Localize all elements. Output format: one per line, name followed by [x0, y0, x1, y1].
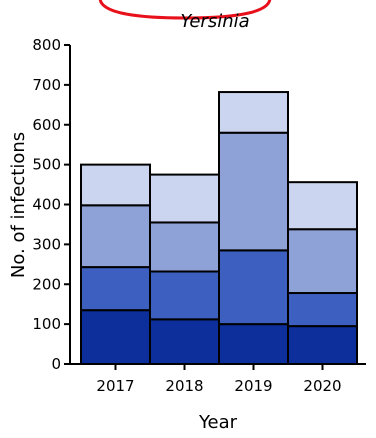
bar-segment-2018-2 [149, 270, 220, 321]
y-tick-label-200: 200 [32, 275, 61, 293]
bar-segment-2017-4 [80, 163, 151, 207]
chart-title: Yersinia [180, 11, 249, 32]
bar-segment-2020-1 [287, 325, 358, 365]
red-circle-annotation [98, 0, 272, 20]
y-axis-title: No. of infections [8, 132, 29, 278]
y-tick-label-800: 800 [32, 36, 61, 54]
x-tick-label-2020: 2020 [303, 377, 341, 395]
bar-segment-2017-2 [80, 266, 151, 312]
bar-segment-2019-3 [218, 131, 289, 252]
x-tick-label-2018: 2018 [165, 377, 203, 395]
bar-segment-2018-4 [149, 173, 220, 224]
y-tick-label-400: 400 [32, 196, 61, 214]
y-tick-label-300: 300 [32, 235, 61, 253]
y-tick-label-100: 100 [32, 315, 61, 333]
y-tick-label-0: 0 [51, 355, 61, 373]
x-tick-label-2017: 2017 [96, 377, 134, 395]
x-tick-label-2019: 2019 [234, 377, 272, 395]
bars-layer [80, 91, 358, 366]
ticks-layer: 0 100 200 300 400 500 600 700 800 2017 2018 2019 202… [32, 36, 341, 395]
bar-segment-2020-4 [287, 181, 358, 231]
bar-segment-2018-1 [149, 318, 220, 365]
bar-segment-2017-1 [80, 309, 151, 366]
bar-segment-2019-4 [218, 91, 289, 134]
y-tick-label-600: 600 [32, 116, 61, 134]
y-tick-label-500: 500 [32, 156, 61, 174]
y-tick-label-700: 700 [32, 76, 61, 94]
bar-segment-2018-3 [149, 221, 220, 273]
bar-segment-2019-1 [218, 323, 289, 365]
x-axis-title: Year [198, 412, 238, 433]
bar-segment-2020-3 [287, 228, 358, 295]
bar-segment-2017-3 [80, 204, 151, 269]
bar-segment-2019-2 [218, 249, 289, 326]
bar-segment-2020-2 [287, 292, 358, 328]
